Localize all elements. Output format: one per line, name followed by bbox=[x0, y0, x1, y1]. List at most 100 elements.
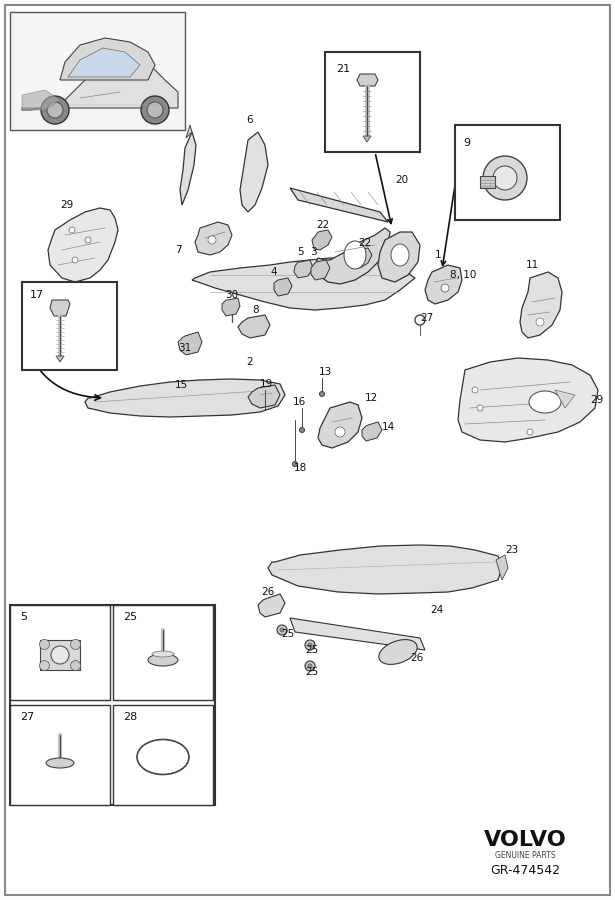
Text: 11: 11 bbox=[526, 260, 539, 270]
Polygon shape bbox=[178, 332, 202, 355]
Circle shape bbox=[147, 102, 163, 118]
Polygon shape bbox=[248, 385, 280, 408]
Circle shape bbox=[335, 427, 345, 437]
Circle shape bbox=[293, 462, 298, 466]
Text: 12: 12 bbox=[365, 393, 378, 403]
Text: 5: 5 bbox=[20, 612, 27, 622]
Ellipse shape bbox=[529, 391, 561, 413]
Polygon shape bbox=[222, 298, 240, 316]
Circle shape bbox=[280, 628, 284, 632]
Polygon shape bbox=[68, 48, 140, 77]
Circle shape bbox=[536, 318, 544, 326]
Text: 26: 26 bbox=[410, 653, 423, 663]
Text: 27: 27 bbox=[20, 712, 34, 722]
Circle shape bbox=[72, 257, 78, 263]
Polygon shape bbox=[520, 272, 562, 338]
Polygon shape bbox=[318, 402, 362, 448]
Bar bbox=[22, 282, 117, 370]
Circle shape bbox=[320, 392, 325, 397]
Polygon shape bbox=[312, 230, 332, 250]
Bar bbox=[113, 705, 213, 805]
Text: 23: 23 bbox=[505, 545, 518, 555]
Polygon shape bbox=[240, 132, 268, 212]
Circle shape bbox=[85, 237, 91, 243]
Text: 20: 20 bbox=[395, 175, 408, 185]
Bar bbox=[325, 52, 420, 152]
Circle shape bbox=[47, 102, 63, 118]
Text: GENUINE PARTS: GENUINE PARTS bbox=[494, 851, 555, 860]
Circle shape bbox=[477, 405, 483, 411]
Polygon shape bbox=[274, 278, 292, 296]
Polygon shape bbox=[60, 38, 155, 80]
Polygon shape bbox=[85, 379, 285, 417]
Circle shape bbox=[483, 156, 527, 200]
Text: 4: 4 bbox=[270, 267, 277, 277]
Polygon shape bbox=[425, 265, 462, 304]
Circle shape bbox=[208, 236, 216, 244]
Circle shape bbox=[415, 315, 425, 325]
Polygon shape bbox=[238, 315, 270, 338]
Polygon shape bbox=[192, 258, 415, 310]
Polygon shape bbox=[311, 260, 330, 280]
Polygon shape bbox=[458, 358, 598, 442]
Circle shape bbox=[71, 661, 81, 670]
Polygon shape bbox=[352, 248, 372, 268]
Circle shape bbox=[71, 639, 81, 650]
Text: 22: 22 bbox=[358, 238, 371, 248]
Text: VOLVO: VOLVO bbox=[483, 830, 566, 850]
Text: 15: 15 bbox=[175, 380, 188, 390]
Circle shape bbox=[308, 664, 312, 668]
Text: 16: 16 bbox=[293, 397, 306, 407]
Circle shape bbox=[141, 96, 169, 124]
Text: 13: 13 bbox=[319, 367, 332, 377]
Circle shape bbox=[305, 640, 315, 650]
Polygon shape bbox=[480, 176, 495, 188]
Bar bbox=[113, 605, 213, 700]
Circle shape bbox=[39, 661, 49, 670]
Polygon shape bbox=[50, 300, 70, 316]
Polygon shape bbox=[496, 555, 508, 580]
Text: 14: 14 bbox=[382, 422, 395, 432]
Ellipse shape bbox=[152, 651, 174, 657]
Text: 7: 7 bbox=[175, 245, 181, 255]
Text: 30: 30 bbox=[225, 290, 238, 300]
Text: 18: 18 bbox=[294, 463, 308, 473]
Text: 5  3: 5 3 bbox=[298, 247, 318, 257]
Text: 28: 28 bbox=[123, 712, 137, 722]
Polygon shape bbox=[186, 125, 192, 138]
Text: 8, 10: 8, 10 bbox=[450, 270, 477, 280]
Polygon shape bbox=[268, 545, 502, 594]
Text: 6: 6 bbox=[246, 115, 253, 125]
Polygon shape bbox=[555, 390, 575, 408]
Ellipse shape bbox=[344, 241, 366, 269]
Polygon shape bbox=[195, 222, 232, 255]
Bar bbox=[10, 605, 110, 700]
Circle shape bbox=[305, 661, 315, 671]
Circle shape bbox=[69, 227, 75, 233]
Text: 27: 27 bbox=[420, 313, 433, 323]
Text: 1: 1 bbox=[435, 250, 442, 260]
Ellipse shape bbox=[391, 244, 409, 266]
Text: 26: 26 bbox=[261, 587, 274, 597]
Polygon shape bbox=[290, 618, 425, 650]
Text: 25: 25 bbox=[123, 612, 137, 622]
Circle shape bbox=[472, 387, 478, 393]
Polygon shape bbox=[362, 422, 382, 441]
Polygon shape bbox=[40, 640, 80, 670]
Circle shape bbox=[441, 284, 449, 292]
Circle shape bbox=[527, 429, 533, 435]
Ellipse shape bbox=[46, 758, 74, 768]
Polygon shape bbox=[22, 55, 178, 110]
Polygon shape bbox=[56, 356, 64, 362]
Text: 9: 9 bbox=[463, 138, 470, 148]
Polygon shape bbox=[180, 132, 196, 205]
Circle shape bbox=[300, 428, 304, 433]
Circle shape bbox=[277, 625, 287, 635]
Polygon shape bbox=[363, 136, 371, 142]
Text: 8: 8 bbox=[252, 305, 259, 315]
Polygon shape bbox=[378, 232, 420, 282]
Text: GR-474542: GR-474542 bbox=[490, 863, 560, 877]
Polygon shape bbox=[258, 594, 285, 617]
Ellipse shape bbox=[379, 640, 417, 664]
Polygon shape bbox=[290, 188, 388, 222]
